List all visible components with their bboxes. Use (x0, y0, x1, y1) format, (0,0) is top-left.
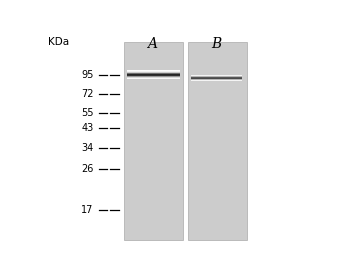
Text: 17: 17 (81, 205, 94, 215)
Text: KDa: KDa (48, 37, 69, 47)
Text: 26: 26 (81, 164, 94, 174)
Text: B: B (211, 37, 221, 51)
Text: 55: 55 (81, 108, 94, 118)
Text: A: A (147, 37, 157, 51)
Text: 95: 95 (81, 70, 94, 80)
Text: 72: 72 (81, 89, 94, 99)
Bar (124, 42, 183, 240)
Text: 43: 43 (81, 123, 94, 133)
Text: 34: 34 (81, 143, 94, 153)
Bar (188, 42, 247, 240)
